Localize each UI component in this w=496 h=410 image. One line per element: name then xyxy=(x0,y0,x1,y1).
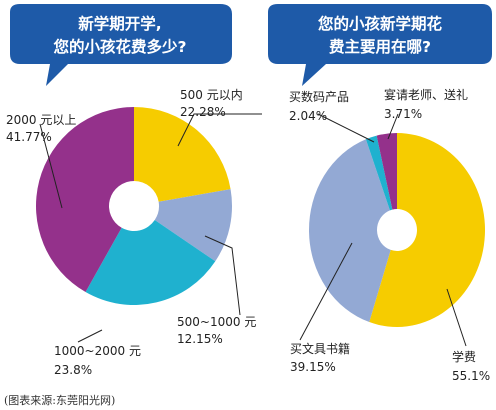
label-over-2000-name: 2000 元以上 xyxy=(6,113,76,127)
label-1000-2000-value: 23.8% xyxy=(54,363,92,377)
label-digital-products-name: 买数码产品 xyxy=(289,89,349,104)
label-treat-teachers-gifts-name: 宴请老师、送礼 xyxy=(384,87,468,102)
left-title-bubble: 新学期开学, 您的小孩花费多少? xyxy=(10,4,232,86)
slice-tuition xyxy=(369,133,486,327)
slice-stationery-books xyxy=(309,139,391,323)
label-treat-teachers-gifts-value: 3.71% xyxy=(384,107,422,121)
leader-digital-products xyxy=(317,113,375,143)
right-title-bubble: 您的小孩新学期花 费主要用在哪? xyxy=(268,4,492,86)
label-tuition-name: 学费 xyxy=(452,349,476,364)
label-stationery-books-name: 买文具书籍 xyxy=(290,341,350,356)
leader-under-500 xyxy=(177,113,262,147)
slice-under-500 xyxy=(134,107,231,202)
leader-tuition xyxy=(446,288,467,347)
source-note: (图表来源:东莞阳光网) xyxy=(4,393,115,407)
label-under-500-name: 500 元以内 xyxy=(180,88,243,102)
leader-500-1000 xyxy=(204,235,241,316)
leader-over-2000 xyxy=(39,123,63,209)
label-1000-2000-name: 1000~2000 元 xyxy=(54,344,141,358)
right-donut-chart xyxy=(309,133,486,327)
right-title-line-1: 您的小孩新学期花 xyxy=(318,14,443,33)
label-500-1000-value: 12.15% xyxy=(177,332,223,346)
label-digital-products-value: 2.04% xyxy=(289,109,327,123)
leader-1000-2000 xyxy=(77,329,103,343)
slice-over-2000 xyxy=(35,107,134,293)
label-stationery-books-value: 39.15% xyxy=(290,360,336,374)
slice-500-1000 xyxy=(154,189,232,262)
leader-treat-teachers-gifts xyxy=(387,113,399,140)
left-title-line-1: 新学期开学, xyxy=(78,14,161,33)
slice-treat-teachers-gifts xyxy=(376,133,397,210)
left-donut-chart xyxy=(35,107,232,305)
label-500-1000-name: 500~1000 元 xyxy=(177,315,256,329)
label-under-500-value: 22.28% xyxy=(180,105,226,119)
left-title-line-2: 您的小孩花费多少? xyxy=(54,37,187,56)
label-over-2000-value: 41.77% xyxy=(6,130,52,144)
label-tuition-value: 55.1% xyxy=(452,369,490,383)
right-title-line-2: 费主要用在哪? xyxy=(329,37,431,56)
slice-1000-2000 xyxy=(85,219,216,305)
leader-stationery-books xyxy=(299,242,353,341)
slice-digital-products xyxy=(365,135,393,211)
